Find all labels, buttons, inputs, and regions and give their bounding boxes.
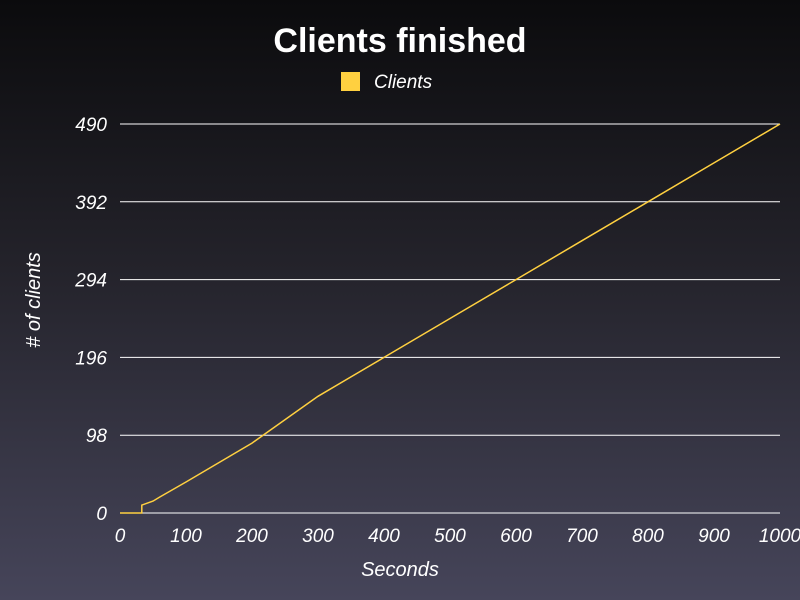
- legend-label-clients: Clients: [374, 72, 433, 93]
- x-tick-label-600: 600: [500, 526, 532, 547]
- legend-swatch-clients: [341, 72, 360, 91]
- y-tick-label-98: 98: [86, 426, 108, 447]
- x-tick-label-500: 500: [434, 526, 466, 547]
- y-tick-label-196: 196: [75, 348, 107, 369]
- gridlines: [120, 123, 780, 514]
- y-tick-label-490: 490: [75, 115, 107, 136]
- chart-title: Clients finished: [273, 22, 526, 60]
- x-tick-label-1000: 1000: [759, 526, 800, 547]
- y-tick-label-392: 392: [75, 193, 107, 214]
- legend: Clients: [341, 72, 433, 93]
- x-axis-label: Seconds: [361, 559, 439, 581]
- x-tick-label-700: 700: [566, 526, 598, 547]
- x-tick-label-400: 400: [368, 526, 400, 547]
- y-tick-label-294: 294: [74, 271, 107, 292]
- x-tick-label-200: 200: [235, 526, 268, 547]
- x-tick-label-300: 300: [302, 526, 334, 547]
- series-group: [120, 123, 781, 514]
- y-tick-label-0: 0: [96, 504, 107, 525]
- x-tick-label-0: 0: [115, 526, 126, 547]
- x-tick-label-100: 100: [170, 526, 202, 547]
- x-tick-label-900: 900: [698, 526, 730, 547]
- x-tick-labels: 0 100 200 300 400 500 600 700 800 900 1000: [115, 526, 800, 547]
- y-axis-label: # of clients: [23, 252, 45, 348]
- y-tick-labels: 0 98 196 294 392 490: [74, 115, 107, 525]
- series-line-clients: [120, 123, 781, 514]
- x-tick-label-800: 800: [632, 526, 664, 547]
